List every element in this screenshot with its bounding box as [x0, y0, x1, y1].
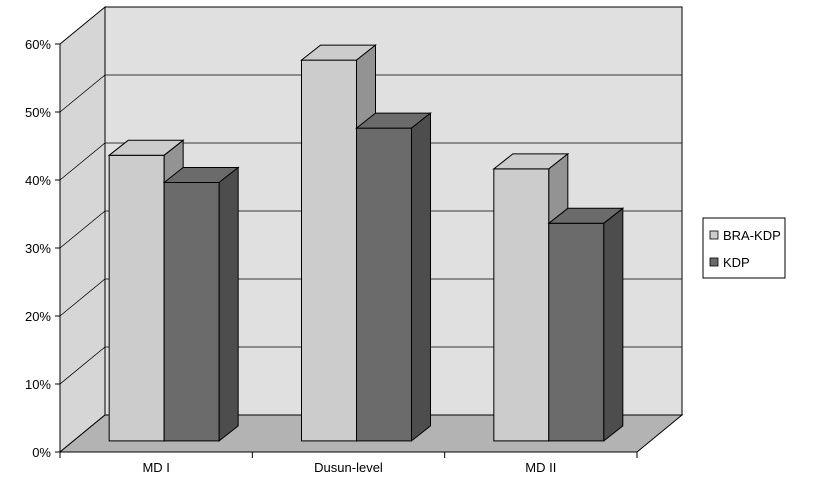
- y-tick-label: 40%: [25, 173, 51, 188]
- y-tick-labels: 0% 10% 20% 30% 40% 50% 60%: [25, 37, 51, 460]
- bar-front: [163, 182, 220, 442]
- gridline: [59, 74, 682, 113]
- gridline: [59, 278, 682, 317]
- gridline: [59, 346, 682, 385]
- y-tick-label: 0%: [32, 445, 51, 460]
- legend-swatch-bra-kdp: [709, 230, 719, 240]
- x-tick-label: Dusun-level: [314, 460, 383, 475]
- bar-front: [356, 127, 412, 442]
- legend-label-kdp: KDP: [723, 255, 750, 270]
- bar-side: [218, 166, 239, 442]
- legend-swatch-kdp: [709, 257, 719, 267]
- legend-box: [702, 217, 786, 279]
- y-tick-label: 60%: [25, 37, 51, 52]
- x-tick-label: MD I: [142, 460, 169, 475]
- bar-side: [603, 207, 624, 442]
- legend-label-bra-kdp: BRA-KDP: [723, 228, 781, 243]
- gridline: [59, 142, 682, 181]
- bar-kdp: [547, 207, 625, 442]
- legend: BRA-KDP KDP: [702, 217, 786, 279]
- gridlines: [59, 74, 682, 385]
- bar-front: [548, 222, 605, 442]
- bars: [107, 44, 625, 442]
- bar-front: [301, 59, 357, 442]
- bar-front: [493, 168, 550, 442]
- y-tick-label: 20%: [25, 309, 51, 324]
- y-tick-label: 50%: [25, 105, 51, 120]
- gridline: [59, 210, 682, 249]
- bar-front: [108, 154, 165, 442]
- bar-side: [411, 112, 431, 442]
- bar-kdp: [355, 112, 432, 442]
- bar-kdp: [162, 166, 240, 442]
- y-tick-label: 10%: [25, 377, 51, 392]
- axes: [55, 43, 638, 458]
- x-tick-labels: MD I Dusun-level MD II: [142, 460, 556, 475]
- y-tick-label: 30%: [25, 241, 51, 256]
- x-tick-label: MD II: [525, 460, 556, 475]
